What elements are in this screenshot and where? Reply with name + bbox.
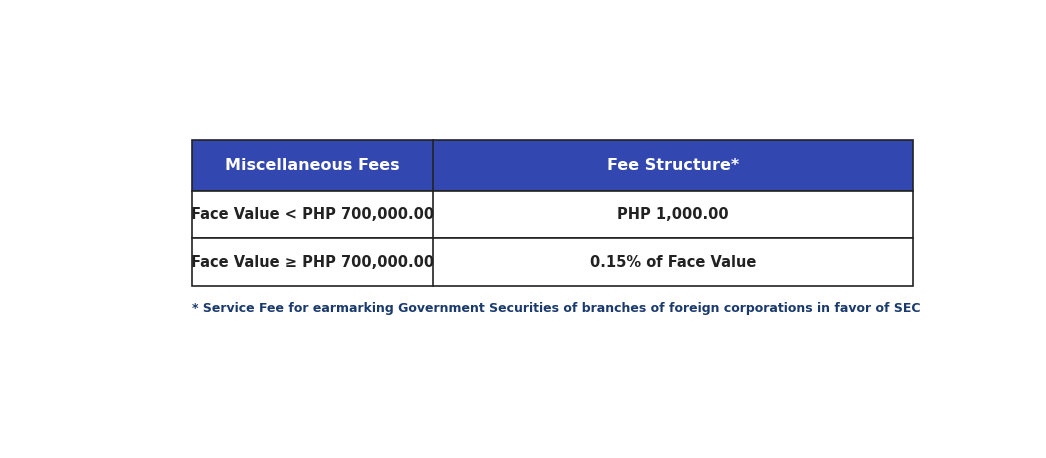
- Text: Miscellaneous Fees: Miscellaneous Fees: [225, 158, 400, 173]
- Text: PHP 1,000.00: PHP 1,000.00: [617, 207, 729, 222]
- Text: Face Value < PHP 700,000.00: Face Value < PHP 700,000.00: [190, 207, 434, 222]
- Text: * Service Fee for earmarking Government Securities of branches of foreign corpor: * Service Fee for earmarking Government …: [191, 302, 920, 315]
- Text: Face Value ≥ PHP 700,000.00: Face Value ≥ PHP 700,000.00: [190, 255, 434, 270]
- Text: 0.15% of Face Value: 0.15% of Face Value: [590, 255, 756, 270]
- Text: Fee Structure*: Fee Structure*: [607, 158, 740, 173]
